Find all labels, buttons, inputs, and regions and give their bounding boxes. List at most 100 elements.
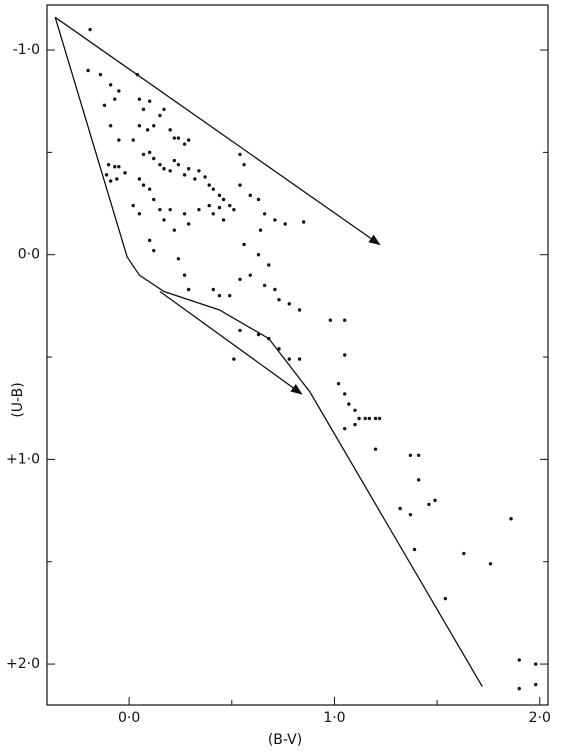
star-point: [108, 179, 113, 183]
star-point: [123, 171, 127, 175]
star-point: [232, 207, 236, 212]
star-point: [115, 177, 119, 181]
star-point: [267, 263, 271, 267]
star-point: [137, 212, 142, 216]
star-point: [158, 162, 162, 167]
star-point: [357, 416, 361, 421]
star-point: [336, 381, 341, 386]
star-point: [377, 416, 382, 421]
star-point: [232, 357, 236, 361]
star-point: [297, 357, 302, 361]
star-point: [462, 551, 466, 556]
star-point: [408, 453, 413, 457]
star-point: [102, 103, 107, 107]
star-point: [172, 228, 177, 232]
star-point: [186, 222, 191, 226]
star-point: [416, 478, 421, 482]
star-point: [343, 392, 347, 396]
star-point: [108, 124, 113, 128]
star-point: [248, 193, 252, 198]
star-point: [238, 328, 242, 333]
star-point: [182, 212, 187, 216]
star-point: [258, 228, 263, 232]
star-point: [197, 169, 201, 173]
star-point: [147, 150, 152, 155]
star-point: [217, 205, 222, 210]
star-point: [256, 253, 261, 257]
star-point: [256, 197, 261, 202]
star-point: [197, 207, 201, 212]
star-point: [412, 547, 417, 552]
star-point: [117, 164, 121, 169]
star-point: [162, 218, 166, 222]
star-point: [104, 173, 109, 177]
star-point: [287, 357, 291, 361]
star-point: [228, 293, 232, 298]
star-point: [176, 257, 181, 261]
star-point: [147, 238, 152, 243]
star-point: [145, 128, 150, 132]
star-point: [176, 162, 181, 167]
star-point: [176, 136, 181, 140]
star-point: [353, 422, 357, 427]
star-point: [211, 187, 216, 191]
star-point: [509, 517, 513, 521]
y-tick-label: 0·0: [18, 247, 40, 263]
star-point: [108, 83, 113, 87]
star-point: [398, 506, 402, 511]
star-point: [182, 142, 187, 146]
star-point: [443, 596, 448, 601]
star-point: [207, 203, 211, 208]
star-point: [172, 158, 177, 163]
star-point: [211, 287, 216, 292]
x-tick-label: 0·0: [118, 710, 140, 726]
star-point: [186, 138, 191, 142]
star-point: [262, 212, 267, 216]
star-point: [301, 220, 306, 224]
star-point: [267, 336, 271, 341]
star-point: [517, 686, 521, 691]
intrinsic-line: [54, 17, 483, 687]
star-point: [141, 107, 146, 112]
star-point: [131, 138, 135, 142]
star-point: [221, 218, 226, 222]
star-point: [238, 277, 242, 281]
star-point: [137, 124, 142, 128]
star-point: [228, 203, 232, 208]
star-point: [193, 177, 197, 181]
star-point: [343, 426, 347, 431]
star-point: [262, 283, 267, 288]
star-point: [238, 183, 242, 187]
star-point: [207, 183, 211, 187]
star-point: [186, 167, 191, 171]
star-point: [152, 248, 156, 253]
star-point: [287, 302, 291, 306]
star-point: [343, 318, 347, 322]
star-point: [277, 347, 281, 351]
star-point: [242, 162, 246, 167]
star-point: [147, 187, 152, 191]
star-point: [283, 222, 287, 226]
star-point: [186, 287, 191, 292]
star-point: [168, 128, 172, 132]
star-point: [217, 293, 222, 298]
star-point: [273, 218, 277, 222]
star-point: [373, 416, 378, 421]
star-point: [533, 662, 538, 666]
x-axis-label: (B-V): [268, 732, 302, 748]
star-point: [158, 207, 162, 212]
star-point: [172, 136, 177, 140]
star-point: [373, 447, 378, 451]
star-point: [131, 203, 135, 208]
star-point: [343, 353, 347, 357]
star-point: [158, 113, 162, 118]
star-point: [141, 152, 146, 157]
star-point: [117, 89, 121, 93]
star-point: [363, 416, 367, 421]
x-tick-label: 2·0: [529, 710, 551, 726]
reddening-arrow: [54, 16, 381, 246]
star-point: [248, 273, 252, 277]
star-point: [517, 658, 521, 662]
star-point: [433, 498, 437, 503]
